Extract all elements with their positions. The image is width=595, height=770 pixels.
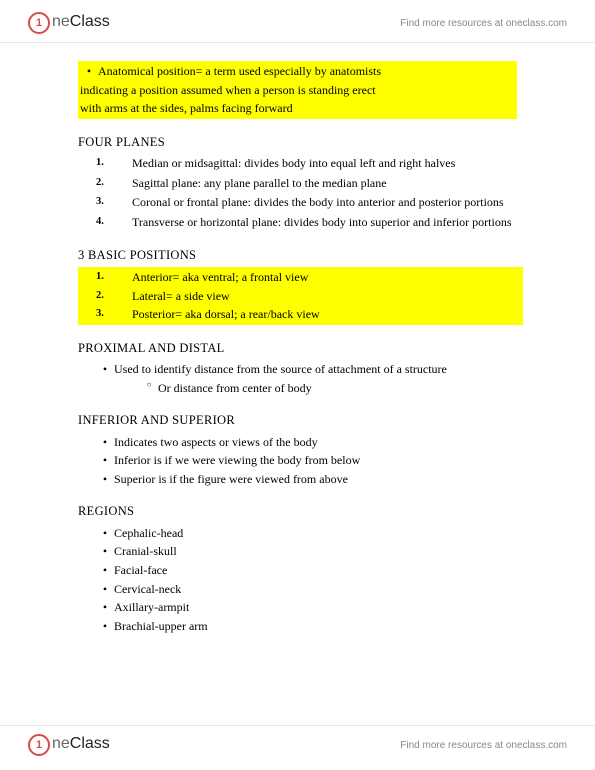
footer-resources-link[interactable]: Find more resources at oneclass.com bbox=[400, 740, 567, 751]
footer-logo[interactable]: 1 ne Class bbox=[28, 734, 110, 756]
list-number: 1. bbox=[96, 154, 132, 173]
list-text: Or distance from center of body bbox=[158, 379, 312, 398]
logo-text-part1: ne bbox=[52, 13, 70, 31]
list-number: 2. bbox=[96, 174, 132, 193]
list-text: Indicates two aspects or views of the bo… bbox=[114, 433, 318, 452]
list-item: 2. Sagittal plane: any plane parallel to… bbox=[96, 174, 517, 193]
list-item: • Used to identify distance from the sou… bbox=[96, 360, 517, 379]
list-text: Brachial-upper arm bbox=[114, 617, 208, 636]
list-number: 2. bbox=[96, 287, 132, 306]
list-text: Cephalic-head bbox=[114, 524, 183, 543]
list-item: 3. Coronal or frontal plane: divides the… bbox=[96, 193, 517, 212]
intro-line3: with arms at the sides, palms facing for… bbox=[80, 99, 515, 118]
list-text: Axillary-armpit bbox=[114, 598, 189, 617]
list-number: 3. bbox=[96, 193, 132, 212]
bullet-icon: • bbox=[96, 360, 114, 379]
logo-text-part2: Class bbox=[70, 13, 110, 31]
list-item: 1. Median or midsagittal: divides body i… bbox=[96, 154, 517, 173]
list-item: 4. Transverse or horizontal plane: divid… bbox=[96, 213, 517, 232]
intro-line2: indicating a position assumed when a per… bbox=[80, 81, 515, 100]
list-subitem: ○ Or distance from center of body bbox=[96, 379, 517, 398]
list-text: Coronal or frontal plane: divides the bo… bbox=[132, 193, 517, 212]
bullet-icon: • bbox=[96, 470, 114, 489]
list-text: Anterior= aka ventral; a frontal view bbox=[132, 268, 523, 287]
list-number: 1. bbox=[96, 268, 132, 287]
list-item: 2. Lateral= a side view bbox=[96, 287, 523, 306]
list-item: • Indicates two aspects or views of the … bbox=[96, 433, 517, 452]
list-text: Superior is if the figure were viewed fr… bbox=[114, 470, 348, 489]
bullet-icon: • bbox=[96, 451, 114, 470]
list-text: Facial-face bbox=[114, 561, 167, 580]
bullet-icon: • bbox=[96, 598, 114, 617]
list-text: Posterior= aka dorsal; a rear/back view bbox=[132, 305, 523, 324]
heading-regions: REGIONS bbox=[78, 502, 517, 521]
bullet-icon: • bbox=[96, 561, 114, 580]
four-planes-list: 1. Median or midsagittal: divides body i… bbox=[78, 154, 517, 231]
list-text: Used to identify distance from the sourc… bbox=[114, 360, 447, 379]
list-text: Sagittal plane: any plane parallel to th… bbox=[132, 174, 517, 193]
bullet-icon: • bbox=[96, 617, 114, 636]
list-item: • Inferior is if we were viewing the bod… bbox=[96, 451, 517, 470]
logo-badge-icon: 1 bbox=[28, 12, 50, 34]
logo[interactable]: 1 ne Class bbox=[28, 12, 110, 34]
heading-inferior-superior: INFERIOR AND SUPERIOR bbox=[78, 411, 517, 430]
heading-proximal-distal: PROXIMAL AND DISTAL bbox=[78, 339, 517, 358]
list-text: Inferior is if we were viewing the body … bbox=[114, 451, 360, 470]
logo-badge-icon: 1 bbox=[28, 734, 50, 756]
list-item: •Cephalic-head bbox=[96, 524, 517, 543]
list-text: Lateral= a side view bbox=[132, 287, 523, 306]
list-text: Median or midsagittal: divides body into… bbox=[132, 154, 517, 173]
list-number: 3. bbox=[96, 305, 132, 324]
document-body: • Anatomical position= a term used espec… bbox=[0, 43, 595, 645]
list-item: • Superior is if the figure were viewed … bbox=[96, 470, 517, 489]
intro-highlight-block: • Anatomical position= a term used espec… bbox=[78, 61, 517, 119]
header-resources-link[interactable]: Find more resources at oneclass.com bbox=[400, 18, 567, 29]
page-footer: 1 ne Class Find more resources at onecla… bbox=[0, 725, 595, 770]
page-header: 1 ne Class Find more resources at onecla… bbox=[0, 0, 595, 43]
bullet-icon: • bbox=[80, 62, 98, 81]
list-item: •Cervical-neck bbox=[96, 580, 517, 599]
proximal-distal-list: • Used to identify distance from the sou… bbox=[78, 360, 517, 397]
intro-line1: Anatomical position= a term used especia… bbox=[98, 62, 381, 81]
list-item: •Facial-face bbox=[96, 561, 517, 580]
list-text: Cranial-skull bbox=[114, 542, 177, 561]
list-item: •Brachial-upper arm bbox=[96, 617, 517, 636]
logo-text-part1: ne bbox=[52, 735, 70, 753]
list-item: •Cranial-skull bbox=[96, 542, 517, 561]
bullet-icon: • bbox=[96, 580, 114, 599]
list-text: Transverse or horizontal plane: divides … bbox=[132, 213, 517, 232]
heading-basic-positions: 3 BASIC POSITIONS bbox=[78, 246, 517, 265]
sub-bullet-icon: ○ bbox=[140, 379, 158, 398]
list-text: Cervical-neck bbox=[114, 580, 181, 599]
list-number: 4. bbox=[96, 213, 132, 232]
list-item: •Axillary-armpit bbox=[96, 598, 517, 617]
bullet-icon: • bbox=[96, 524, 114, 543]
list-item: 3. Posterior= aka dorsal; a rear/back vi… bbox=[96, 305, 523, 324]
bullet-icon: • bbox=[96, 433, 114, 452]
basic-positions-highlight-block: 1. Anterior= aka ventral; a frontal view… bbox=[78, 267, 523, 325]
logo-text-part2: Class bbox=[70, 735, 110, 753]
regions-list: •Cephalic-head •Cranial-skull •Facial-fa… bbox=[78, 524, 517, 636]
heading-four-planes: FOUR PLANES bbox=[78, 133, 517, 152]
bullet-icon: • bbox=[96, 542, 114, 561]
list-item: 1. Anterior= aka ventral; a frontal view bbox=[96, 268, 523, 287]
inferior-superior-list: • Indicates two aspects or views of the … bbox=[78, 433, 517, 489]
